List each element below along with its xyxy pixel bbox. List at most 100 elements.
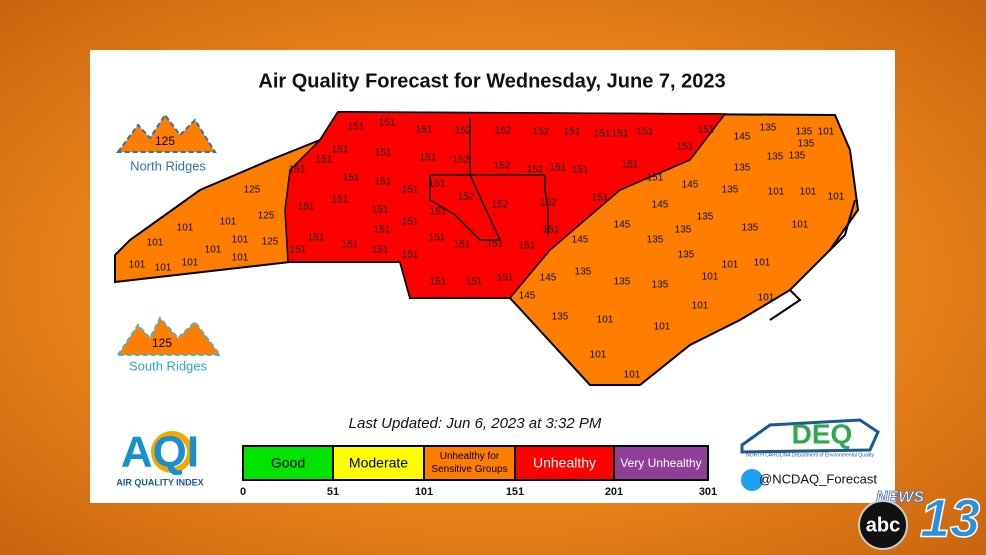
county-aqi: 101 [232, 235, 249, 246]
county-aqi: 152 [495, 126, 512, 137]
county-aqi: 152 [533, 127, 550, 138]
county-aqi: 151 [332, 195, 349, 206]
county-aqi: 101 [155, 263, 172, 274]
county-aqi: 151 [572, 165, 589, 176]
county-aqi: 152 [492, 200, 509, 211]
county-aqi: 151 [316, 155, 333, 166]
county-aqi: 101 [624, 370, 641, 381]
ridge-value: 125 [152, 336, 172, 350]
county-aqi: 135 [552, 312, 569, 323]
abc-circle [858, 500, 908, 550]
station-logo: NEWS 13 abc [858, 488, 981, 550]
legend-label: Good [271, 455, 305, 471]
deq-logo: DEQ NORTH CAROLINA Department of Environ… [740, 418, 880, 458]
legend: Good Moderate Unhealthy for Sensitive Group… [240, 445, 717, 498]
county-aqi: 151 [454, 240, 471, 251]
legend-label: Very Unhealthy [620, 456, 701, 470]
county-aqi: 145 [614, 220, 631, 231]
county-aqi: 125 [244, 185, 261, 196]
county-aqi: 135 [734, 163, 751, 174]
county-aqi: 151 [622, 160, 639, 171]
county-aqi: 151 [416, 125, 433, 136]
county-aqi: 135 [767, 152, 784, 163]
unhealthy-zone [284, 111, 727, 299]
county-aqi: 135 [575, 267, 592, 278]
legend-swatch [613, 445, 709, 481]
county-aqi: 152 [455, 126, 472, 137]
county-aqi: 125 [258, 211, 275, 222]
county-aqi: 151 [402, 185, 419, 196]
county-aqi: 151 [612, 129, 629, 140]
county-aqi: 151 [429, 233, 446, 244]
ridge-icon [116, 113, 217, 153]
last-updated: Last Updated: Jun 6, 2023 at 3:32 PM [349, 415, 602, 432]
county-aqi: 135 [675, 225, 692, 236]
county-aqi: 135 [697, 212, 714, 223]
county-aqi: 151 [592, 193, 609, 204]
county-aqi: 151 [342, 240, 359, 251]
county-aqi: 101 [654, 322, 671, 333]
county-aqi: 101 [205, 245, 222, 256]
ridge-label: North Ridges [130, 158, 206, 173]
county-aqi: 101 [702, 272, 719, 283]
channel-number: 13 [920, 488, 980, 548]
county-aqi: 101 [182, 258, 199, 269]
county-aqi: 145 [519, 291, 536, 302]
ridge-value: 125 [155, 134, 175, 148]
county-aqi: 145 [572, 235, 589, 246]
legend-break: 101 [415, 486, 433, 498]
nc-map: 151 151 151 152 152 152 151 151 151 151 151 151 151 1… [114, 110, 860, 386]
legend-break: 151 [506, 486, 524, 498]
border [430, 174, 549, 235]
legend-break: 201 [605, 486, 623, 498]
abc-text: abc [866, 514, 900, 536]
county-aqi: 101 [692, 301, 709, 312]
county-aqi: 135 [789, 151, 806, 162]
county-aqi: 151 [420, 153, 437, 164]
legend-label: Moderate [349, 455, 408, 471]
ridge-label: South Ridges [129, 358, 208, 373]
county-aqi: 135 [614, 277, 631, 288]
legend-swatch [242, 445, 334, 481]
county-aqi: 125 [262, 237, 279, 248]
county-aqi: 151 [402, 217, 419, 228]
county-aqi: 151 [375, 177, 392, 188]
county-aqi: 151 [698, 125, 715, 136]
county-aqi: 101 [590, 350, 607, 361]
county-aqi: 152 [458, 192, 475, 203]
county-aqi: 151 [289, 165, 306, 176]
county-aqi: 135 [722, 185, 739, 196]
county-aqi: 101 [800, 187, 817, 198]
deq-shape [740, 418, 880, 454]
twitter-icon [741, 469, 763, 491]
legend-swatch [332, 445, 425, 481]
county-aqi: 151 [677, 142, 694, 153]
county-aqi: 101 [722, 260, 739, 271]
county-aqi: 135 [796, 127, 813, 138]
county-aqi: 101 [828, 192, 845, 203]
county-aqi: 151 [290, 245, 307, 256]
county-aqi: 151 [372, 205, 389, 216]
county-aqi: 101 [597, 315, 614, 326]
county-aqi: 101 [818, 127, 835, 138]
county-aqi: 135 [798, 139, 815, 150]
county-aqi: 145 [682, 180, 699, 191]
county-aqi: 101 [177, 223, 194, 234]
county-aqi: 151 [466, 277, 483, 288]
county-aqi: 135 [647, 235, 664, 246]
county-aqi: 101 [758, 293, 775, 304]
county-aqi: 101 [232, 253, 249, 264]
county-aqi: 135 [760, 123, 777, 134]
coastline [769, 199, 856, 321]
legend-break: 51 [327, 486, 339, 498]
county-aqi: 151 [430, 277, 447, 288]
county-aqi: 152 [453, 155, 470, 166]
aqi-caption: AIR QUALITY INDEX [116, 477, 203, 487]
county-aqi: 145 [734, 132, 751, 143]
county-aqi: 145 [540, 273, 557, 284]
legend-label: Unhealthy for Sensitive Groups [431, 451, 507, 475]
county-aqi: 135 [652, 280, 669, 291]
aqi-text: AQI [121, 428, 199, 477]
north-ridges: 125 North Ridges [116, 113, 217, 173]
